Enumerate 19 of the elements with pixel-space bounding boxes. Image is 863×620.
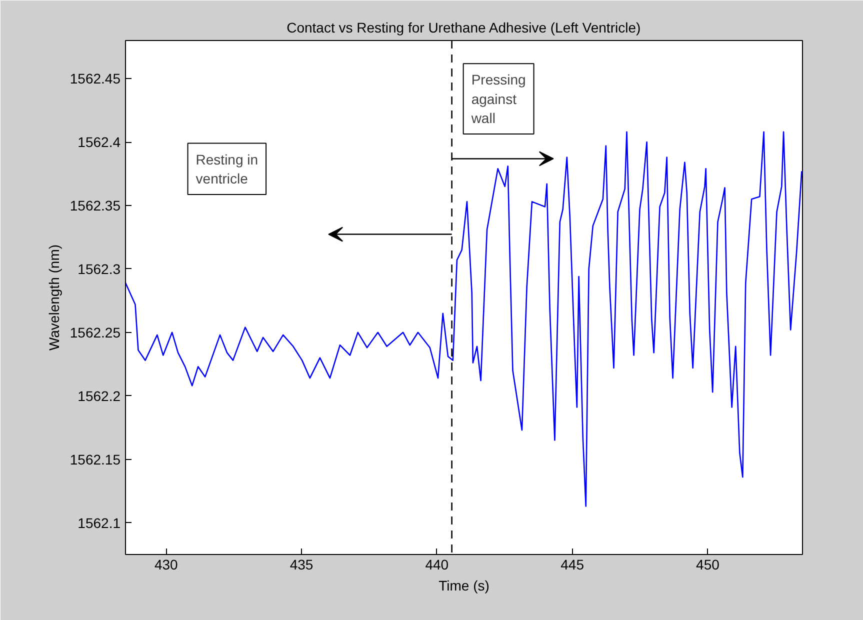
x-tick-label: 435 bbox=[290, 556, 314, 572]
x-tick-label: 450 bbox=[696, 556, 720, 572]
y-tick-label: 1562.35 bbox=[70, 197, 121, 214]
x-tick-label: 445 bbox=[560, 556, 584, 572]
y-tick-label: 1562.45 bbox=[70, 70, 121, 87]
y-tick-label: 1562.3 bbox=[78, 260, 121, 277]
y-tick-label: 1562.15 bbox=[70, 451, 121, 468]
y-axis-title: Wavelength (nm) bbox=[46, 244, 62, 351]
annotation: Resting in ventricle bbox=[196, 151, 258, 186]
y-tick-label: 1562.25 bbox=[70, 324, 121, 340]
chart-title: Contact vs Resting for Urethane Adhesive (Left Ventricle) bbox=[286, 20, 641, 36]
x-axis-title: Time (s) bbox=[438, 578, 490, 594]
annotation: Pressing against wall bbox=[470, 72, 526, 126]
line-series bbox=[126, 131, 802, 507]
x-tick-label: 430 bbox=[154, 556, 178, 572]
x-tick-label: 440 bbox=[425, 556, 449, 572]
y-tick-label: 1562.2 bbox=[78, 388, 121, 404]
y-tick-label: 1562.4 bbox=[78, 134, 121, 150]
y-tick-label: 1562.1 bbox=[78, 514, 121, 531]
